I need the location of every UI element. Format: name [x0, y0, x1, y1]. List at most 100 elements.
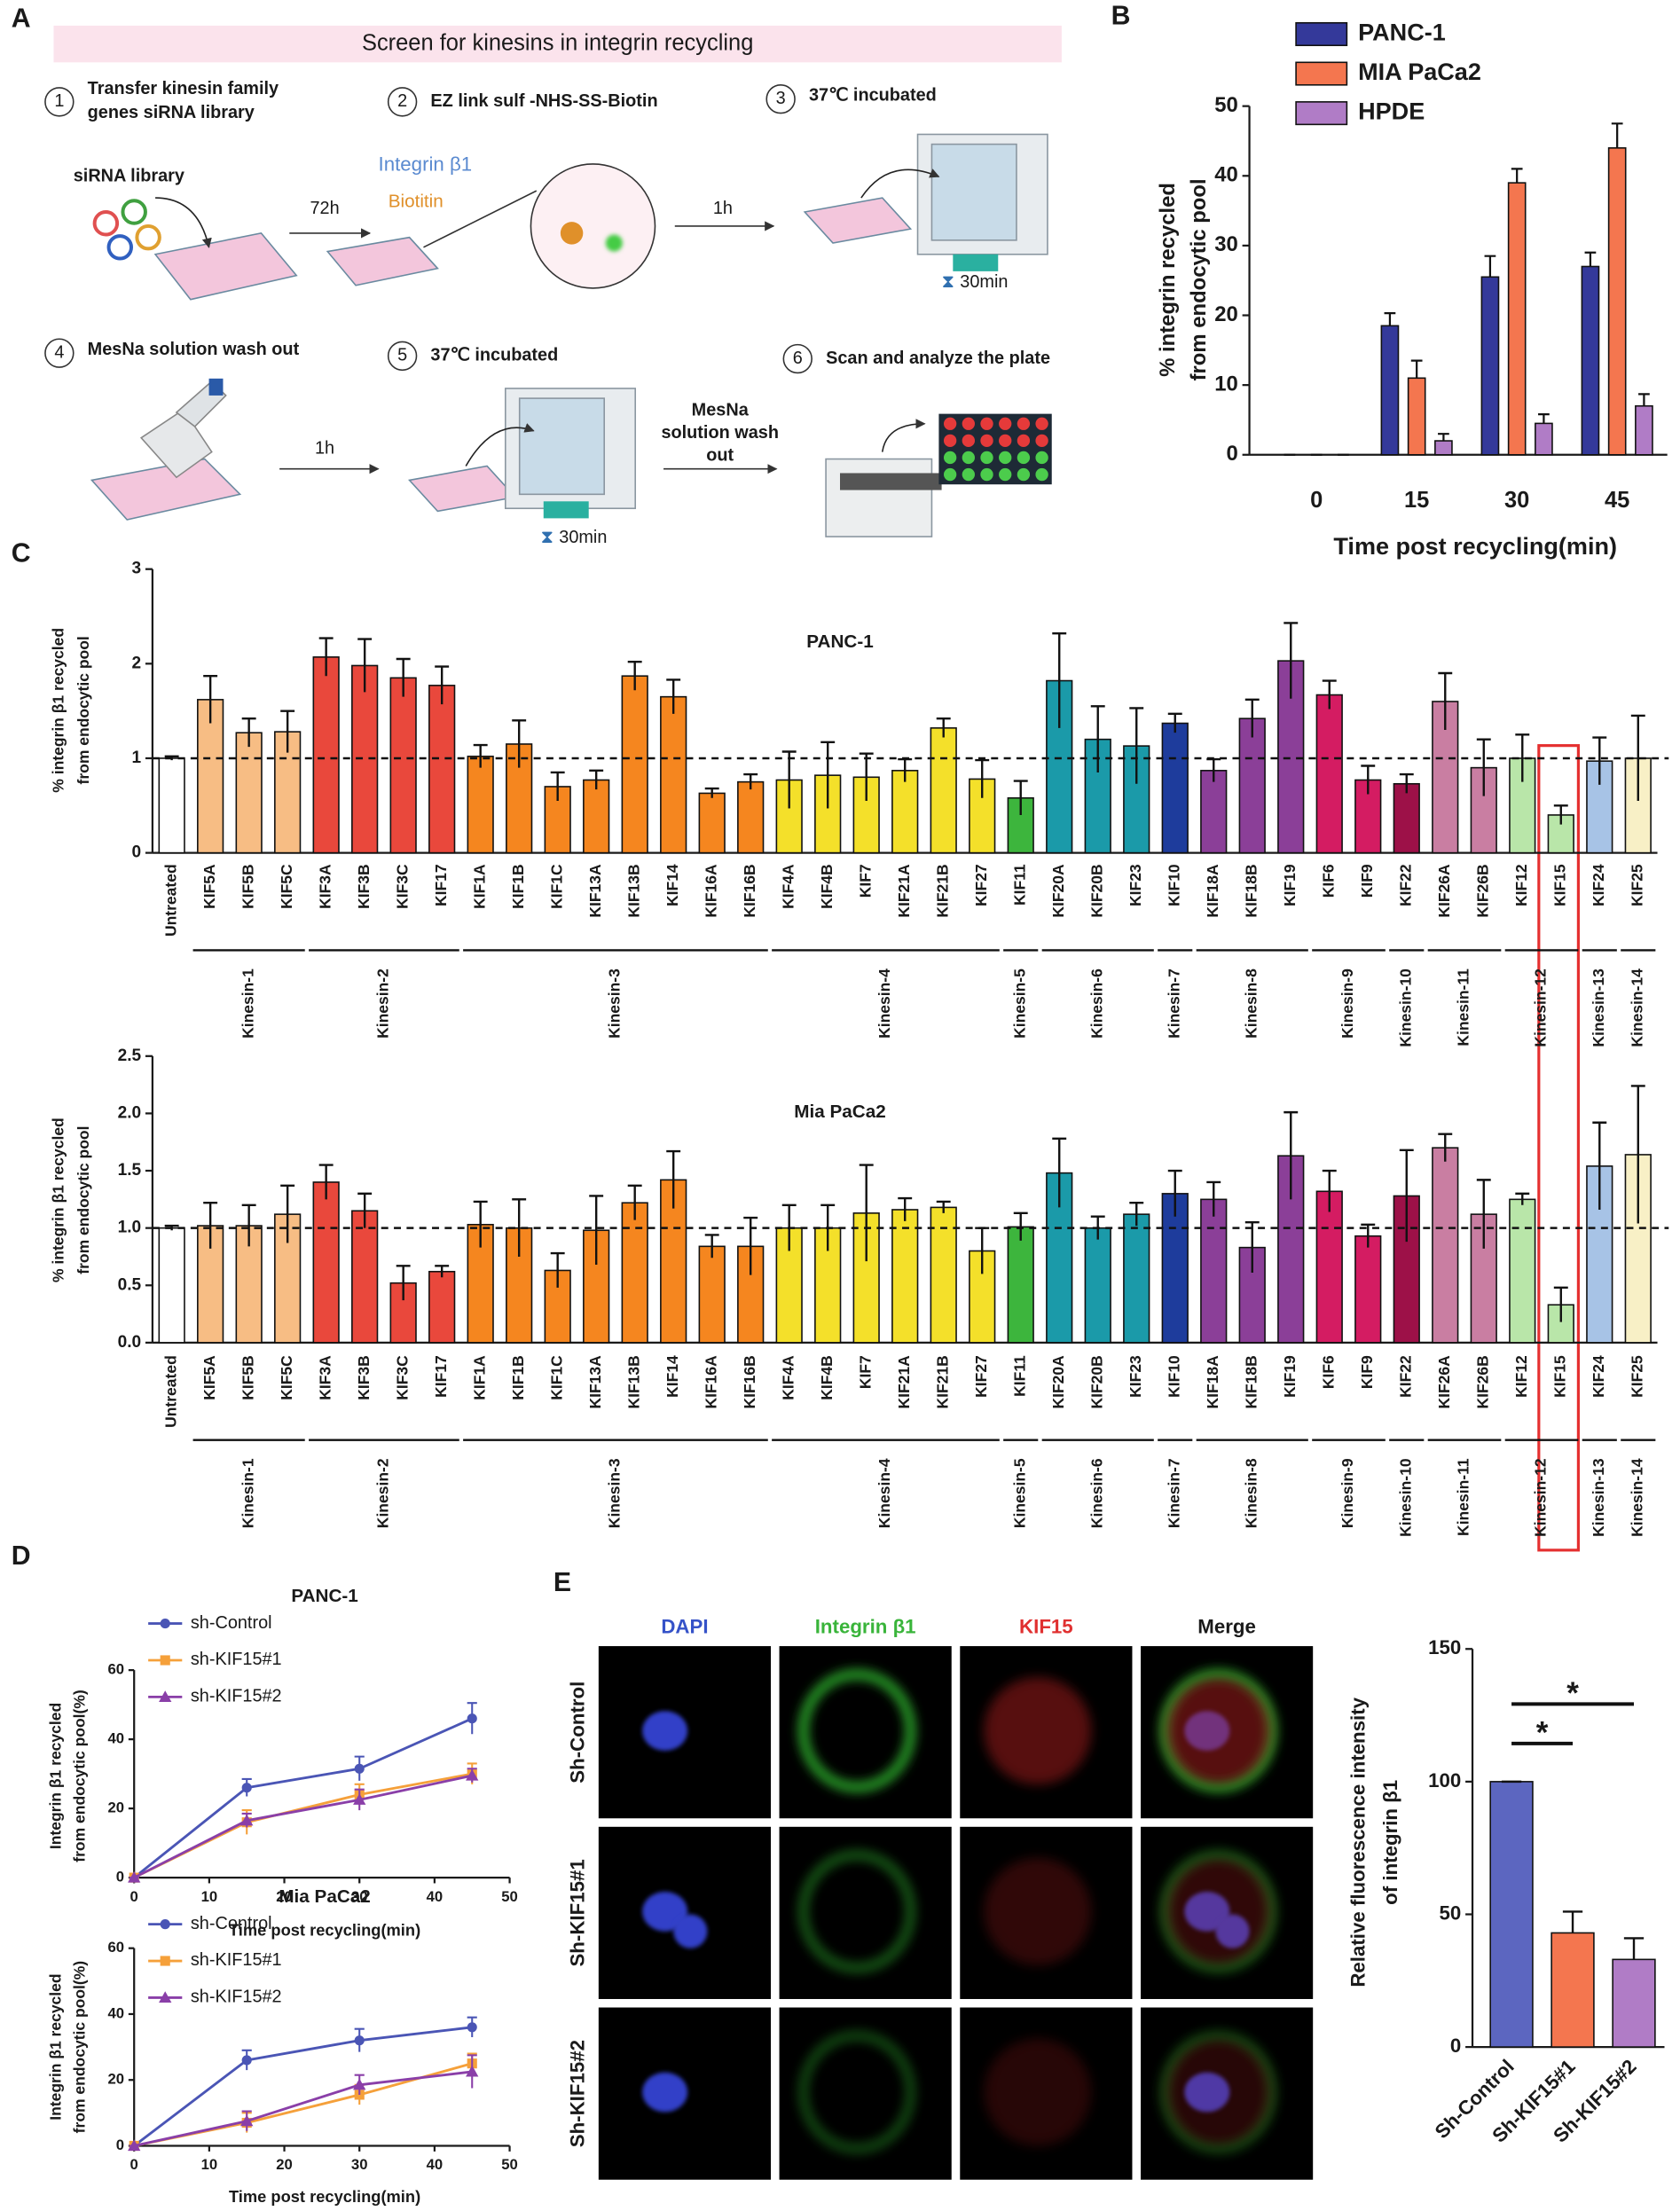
well [943, 467, 957, 482]
error-bar [704, 787, 719, 798]
chart-title: Mia PaCa2 [279, 1886, 371, 1907]
error-bar [1584, 251, 1597, 267]
kif15-signal [984, 2038, 1092, 2146]
pipette-button [208, 378, 224, 396]
x-tick-label: KIF3B [355, 1355, 373, 1400]
x-tick-label: KIF5A [200, 1355, 218, 1400]
error-bar [666, 1149, 681, 1209]
error-bar [1592, 1121, 1607, 1210]
x-tick-label: KIF14 [663, 1355, 681, 1398]
x-tick-label: KIF21A [895, 864, 913, 918]
well [1017, 451, 1031, 465]
bar [1200, 770, 1228, 854]
error-bar [1562, 1910, 1583, 1933]
plate [326, 236, 439, 286]
error-bar [820, 741, 836, 809]
group-label: Kinesin-7 [1165, 968, 1182, 1039]
step-number: 5 [397, 346, 407, 365]
y-axis-label: from endocytic pool [1187, 178, 1211, 380]
bar [1635, 404, 1653, 456]
x-tick-label: KIF9 [1358, 1355, 1376, 1389]
x-tick-label: KIF15 [1550, 864, 1568, 906]
legend-label: MIA PaCa2 [1358, 59, 1481, 85]
error-bar [1399, 1149, 1414, 1243]
group-label: Kinesin-5 [1010, 968, 1028, 1039]
incubator-window [930, 143, 1017, 241]
y-tick-label: 20 [107, 2071, 124, 2088]
x-tick-label: 45 [1605, 488, 1629, 513]
well [1035, 417, 1048, 430]
marker [354, 2035, 365, 2046]
x-tick-label: KIF27 [972, 1355, 990, 1398]
series-line [133, 1772, 473, 1879]
kif15-signal [1165, 1677, 1273, 1785]
x-tick-label: KIF23 [1127, 864, 1144, 906]
magnifier [530, 163, 656, 289]
error-bar [1322, 679, 1337, 710]
x-tick-label: KIF24 [1590, 1355, 1607, 1398]
x-tick-label: KIF25 [1628, 864, 1645, 906]
error-bar [435, 665, 450, 705]
x-tick-label: KIF19 [1281, 864, 1299, 906]
marker [241, 2055, 252, 2066]
marker [160, 1619, 170, 1629]
plate [408, 465, 517, 513]
x-tick-label: KIF17 [432, 1355, 450, 1398]
legend-swatch [1295, 21, 1348, 47]
micrograph: E [553, 1568, 571, 1597]
x-tick-label: KIF1A [470, 1355, 488, 1400]
error-bar [1129, 1202, 1144, 1227]
error-bar [473, 1200, 488, 1248]
x-tick-label: KIF5C [278, 864, 295, 909]
x-tick-label: KIF21B [933, 864, 951, 917]
plate [803, 197, 913, 244]
bar [1238, 717, 1266, 854]
x-tick-label: 30 [351, 2156, 368, 2173]
well [962, 434, 975, 448]
y-tick-label: 0.0 [118, 1333, 142, 1352]
error-bar [357, 1192, 373, 1228]
marker [467, 1713, 477, 1724]
panel-label: B [1111, 1, 1131, 30]
marker [466, 2065, 479, 2077]
bar [930, 727, 957, 854]
error-bar [1052, 1137, 1067, 1208]
x-tick-label: KIF25 [1628, 1355, 1645, 1398]
y-tick-label: 0 [116, 1869, 124, 1886]
arrow [465, 423, 535, 467]
bar [1315, 694, 1343, 854]
error-bar [627, 1184, 642, 1220]
error-bar [898, 1196, 913, 1221]
error-bar [589, 769, 604, 790]
y-axis-label: Integrin β1 recycled [46, 1703, 64, 1849]
y-tick-label: 50 [1214, 93, 1238, 117]
diagram-title: Screen for kinesins in integrin recyclin… [362, 30, 753, 55]
series-line [133, 2070, 473, 2147]
group-label: Kinesin-4 [875, 968, 893, 1039]
x-tick-label: KIF23 [1127, 1355, 1144, 1398]
marker [128, 1870, 141, 1883]
error-bar [781, 750, 797, 809]
condition-label: Sh-KIF15#1 [566, 1859, 588, 1966]
x-tick-label: KIF3A [316, 864, 334, 909]
y-tick-label: 10 [1214, 372, 1238, 396]
x-tick-label: KIF13B [624, 1355, 642, 1408]
bar [312, 1181, 340, 1344]
marker [466, 1768, 479, 1781]
series-line [133, 1774, 473, 1879]
bar [737, 780, 765, 854]
label: 30min [559, 528, 607, 547]
x-tick-label: KIF12 [1512, 1355, 1530, 1398]
x-axis-label: Time post recycling(min) [229, 1920, 420, 1939]
bar [312, 656, 340, 854]
plate [90, 458, 242, 521]
error-bar [859, 1164, 874, 1262]
well [1017, 417, 1031, 430]
bar [1489, 1781, 1534, 2048]
step-number: 4 [54, 342, 64, 362]
x-tick-label: 30 [351, 1888, 368, 1905]
x-tick-label: 40 [427, 1888, 444, 1905]
well [962, 451, 975, 465]
bar [1581, 265, 1600, 456]
